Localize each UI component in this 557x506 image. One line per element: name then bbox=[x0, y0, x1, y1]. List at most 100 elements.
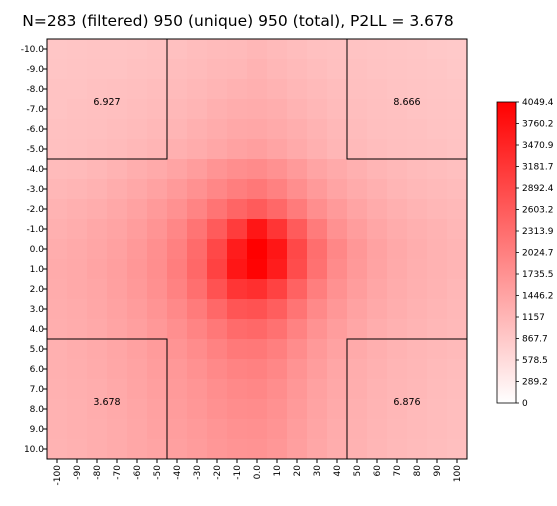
heatmap-cell bbox=[347, 39, 368, 60]
heatmap-cell bbox=[387, 199, 408, 220]
colorbar-tick-label: 3760.2 bbox=[522, 120, 554, 130]
heatmap-cell bbox=[187, 419, 208, 440]
heatmap-cell bbox=[147, 39, 168, 60]
heatmap-cell bbox=[127, 139, 148, 160]
heatmap-cell bbox=[267, 399, 288, 420]
heatmap-cell bbox=[347, 179, 368, 200]
heatmap-cell bbox=[447, 259, 468, 280]
x-tick-label: 50 bbox=[353, 465, 363, 477]
heatmap-cell bbox=[307, 399, 328, 420]
heatmap-cell bbox=[327, 439, 348, 460]
heatmap-cell bbox=[307, 239, 328, 260]
heatmap-cell bbox=[447, 99, 468, 120]
heatmap-cell bbox=[327, 379, 348, 400]
heatmap-cell bbox=[167, 279, 188, 300]
heatmap-cell bbox=[47, 279, 68, 300]
heatmap-cell bbox=[127, 299, 148, 320]
colorbar-tick-label: 2892.4 bbox=[522, 184, 554, 194]
heatmap-cell bbox=[107, 39, 128, 60]
colorbar-tick-label: 578.5 bbox=[522, 356, 548, 366]
heatmap-cell bbox=[47, 39, 68, 60]
heatmap-cell bbox=[67, 259, 88, 280]
heatmap-cell bbox=[67, 399, 88, 420]
heatmap-cell bbox=[227, 339, 248, 360]
heatmap-cell bbox=[447, 379, 468, 400]
heatmap-cell bbox=[207, 99, 228, 120]
heatmap-cell bbox=[187, 139, 208, 160]
heatmap-cell bbox=[227, 99, 248, 120]
heatmap-cell bbox=[347, 359, 368, 380]
x-tick-label: 0.0 bbox=[253, 465, 263, 480]
heatmap-cell bbox=[167, 339, 188, 360]
heatmap-cell bbox=[447, 39, 468, 60]
heatmap-cell bbox=[287, 79, 308, 100]
x-tick-label: -50 bbox=[153, 465, 163, 480]
y-tick-label: -5.0 bbox=[26, 145, 44, 155]
heatmap-cell bbox=[407, 59, 428, 80]
heatmap-cell bbox=[247, 239, 268, 260]
heatmap-cell bbox=[147, 239, 168, 260]
heatmap-cell bbox=[267, 239, 288, 260]
heatmap-cell bbox=[47, 119, 68, 140]
heatmap-cell bbox=[427, 139, 448, 160]
heatmap-cell bbox=[47, 379, 68, 400]
heatmap-cell bbox=[127, 379, 148, 400]
heatmap-cells bbox=[47, 39, 468, 460]
heatmap-cell bbox=[327, 399, 348, 420]
heatmap-cell bbox=[187, 119, 208, 140]
heatmap-cell bbox=[287, 379, 308, 400]
heatmap-cell bbox=[87, 99, 108, 120]
heatmap-cell bbox=[367, 379, 388, 400]
heatmap-cell bbox=[287, 319, 308, 340]
heatmap-cell bbox=[267, 99, 288, 120]
heatmap-cell bbox=[267, 279, 288, 300]
heatmap-cell bbox=[127, 339, 148, 360]
heatmap-cell bbox=[427, 199, 448, 220]
heatmap-cell bbox=[47, 319, 68, 340]
heatmap-cell bbox=[447, 419, 468, 440]
heatmap-cell bbox=[127, 319, 148, 340]
colorbar-tick-label: 1157 bbox=[522, 313, 545, 323]
heatmap-cell bbox=[67, 79, 88, 100]
heatmap-cell bbox=[267, 199, 288, 220]
heatmap-cell bbox=[127, 179, 148, 200]
heatmap-cell bbox=[147, 399, 168, 420]
heatmap-cell bbox=[307, 99, 328, 120]
heatmap-cell bbox=[307, 279, 328, 300]
heatmap-cell bbox=[367, 299, 388, 320]
heatmap-cell bbox=[47, 139, 68, 160]
heatmap-cell bbox=[67, 359, 88, 380]
heatmap-cell bbox=[127, 239, 148, 260]
heatmap-cell bbox=[447, 119, 468, 140]
heatmap-cell bbox=[107, 179, 128, 200]
heatmap-cell bbox=[147, 179, 168, 200]
heatmap-cell bbox=[327, 99, 348, 120]
heatmap-cell bbox=[127, 39, 148, 60]
heatmap-cell bbox=[107, 279, 128, 300]
x-tick-label: -80 bbox=[93, 465, 103, 480]
y-tick-label: 6.0 bbox=[30, 365, 45, 375]
heatmap-cell bbox=[167, 219, 188, 240]
heatmap-cell bbox=[447, 79, 468, 100]
heatmap-cell bbox=[207, 39, 228, 60]
heatmap-cell bbox=[87, 219, 108, 240]
heatmap-cell bbox=[327, 239, 348, 260]
y-tick-label: 4.0 bbox=[30, 325, 45, 335]
colorbar-tick-label: 867.7 bbox=[522, 335, 548, 345]
heatmap-cell bbox=[127, 259, 148, 280]
heatmap-cell bbox=[87, 279, 108, 300]
heatmap-cell bbox=[87, 159, 108, 180]
heatmap-cell bbox=[427, 419, 448, 440]
colorbar-ticks: 4049.4 3760.2 3470.9 3181.7 2892.4 2603.2 2313… bbox=[516, 98, 554, 409]
heatmap-cell bbox=[227, 79, 248, 100]
heatmap-cell bbox=[327, 199, 348, 220]
heatmap-cell bbox=[187, 279, 208, 300]
heatmap-cell bbox=[307, 419, 328, 440]
heatmap-cell bbox=[87, 339, 108, 360]
heatmap-cell bbox=[227, 439, 248, 460]
heatmap-cell bbox=[267, 379, 288, 400]
heatmap-cell bbox=[247, 319, 268, 340]
colorbar-tick-label: 2313.9 bbox=[522, 227, 554, 237]
y-tick-label: -3.0 bbox=[26, 185, 44, 195]
heatmap-cell bbox=[447, 239, 468, 260]
